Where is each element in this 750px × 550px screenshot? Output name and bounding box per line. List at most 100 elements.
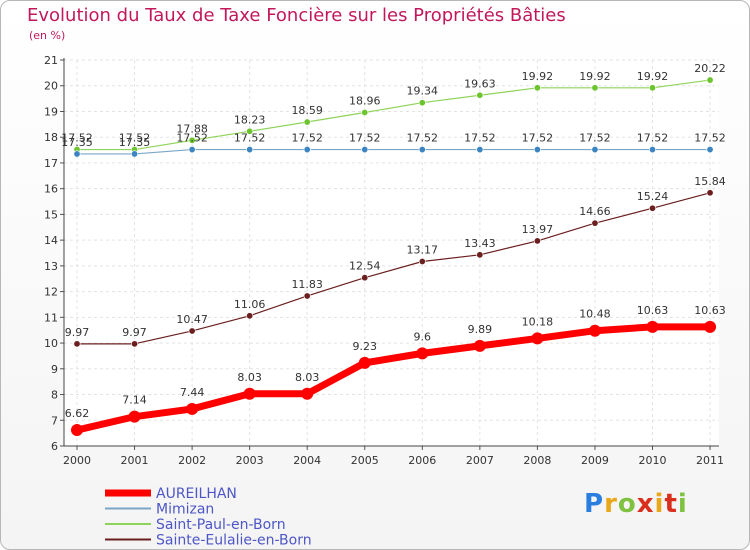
y-tick-label: 13	[44, 260, 58, 273]
data-point-aureilhan	[704, 320, 717, 333]
data-point-saint-paul-en-born	[246, 127, 254, 135]
x-tick-label: 2003	[236, 454, 264, 467]
data-label-sainte-eulalie-en-born: 15.24	[637, 190, 669, 203]
y-tick-label: 17	[44, 157, 58, 170]
x-tick-label: 2007	[466, 454, 494, 467]
y-tick-label: 12	[44, 286, 58, 299]
data-label-aureilhan: 9.89	[468, 323, 493, 336]
data-point-aureilhan	[473, 339, 486, 352]
data-point-aureilhan	[358, 356, 371, 369]
x-tick-label: 2011	[696, 454, 724, 467]
data-point-aureilhan	[588, 324, 601, 337]
data-label-sainte-eulalie-en-born: 10.47	[176, 313, 208, 326]
series-line-sainte-eulalie-en-born	[76, 192, 711, 345]
data-label-mimizan: 17.52	[694, 132, 726, 145]
logo-letter: r	[604, 489, 618, 519]
data-label-mimizan: 17.52	[522, 132, 554, 145]
x-tick-label: 2000	[63, 454, 91, 467]
data-point-sainte-eulalie-en-born	[476, 251, 484, 259]
y-tick-label: 9	[51, 363, 58, 376]
data-label-aureilhan: 7.44	[180, 386, 205, 399]
data-label-sainte-eulalie-en-born: 14.66	[579, 205, 611, 218]
data-point-sainte-eulalie-en-born	[591, 219, 599, 227]
data-label-sainte-eulalie-en-born: 13.43	[464, 237, 496, 250]
data-point-sainte-eulalie-en-born	[188, 327, 196, 335]
y-tick-label: 15	[44, 208, 58, 221]
x-tick-label: 2006	[408, 454, 436, 467]
data-point-sainte-eulalie-en-born	[73, 340, 81, 348]
data-label-mimizan: 17.52	[234, 132, 266, 145]
series-line-saint-paul-en-born	[76, 79, 711, 151]
data-label-saint-paul-en-born: 17.52	[119, 132, 151, 145]
data-label-sainte-eulalie-en-born: 15.84	[694, 175, 726, 188]
y-tick-label: 10	[44, 337, 58, 350]
data-point-saint-paul-en-born	[591, 84, 599, 92]
y-tick-label: 21	[44, 54, 58, 67]
y-tick-label: 20	[44, 80, 58, 93]
y-tick-label: 6	[51, 440, 58, 453]
data-point-sainte-eulalie-en-born	[303, 292, 311, 300]
data-label-aureilhan: 7.14	[122, 394, 147, 407]
data-label-saint-paul-en-born: 17.88	[176, 122, 208, 135]
data-label-saint-paul-en-born: 18.23	[234, 113, 266, 126]
data-label-aureilhan: 10.63	[694, 304, 726, 317]
x-tick-label: 2010	[639, 454, 667, 467]
data-point-mimizan	[591, 146, 599, 154]
data-label-sainte-eulalie-en-born: 9.97	[65, 326, 90, 339]
data-point-aureilhan	[301, 387, 314, 400]
data-point-sainte-eulalie-en-born	[246, 312, 254, 320]
data-point-saint-paul-en-born	[361, 108, 369, 116]
data-point-mimizan	[648, 146, 656, 154]
data-point-saint-paul-en-born	[418, 99, 426, 107]
logo-letter: P	[584, 489, 605, 519]
data-point-mimizan	[361, 146, 369, 154]
data-point-sainte-eulalie-en-born	[418, 257, 426, 265]
x-tick-label: 2004	[293, 454, 321, 467]
series-line-aureilhan	[73, 323, 714, 434]
data-label-mimizan: 17.52	[637, 132, 669, 145]
data-label-aureilhan: 10.18	[522, 315, 554, 328]
data-point-sainte-eulalie-en-born	[533, 237, 541, 245]
data-label-sainte-eulalie-en-born: 13.97	[522, 223, 554, 236]
data-label-saint-paul-en-born: 18.59	[291, 104, 323, 117]
data-label-mimizan: 17.52	[464, 132, 496, 145]
data-label-aureilhan: 8.03	[295, 371, 320, 384]
logo-letter: o	[617, 489, 637, 519]
x-tick-label: 2002	[178, 454, 206, 467]
logo-letter: i	[654, 489, 665, 519]
legend-label-aureilhan: AUREILHAN	[156, 486, 237, 502]
x-tick-label: 2005	[351, 454, 379, 467]
data-label-mimizan: 17.52	[349, 132, 381, 145]
data-label-sainte-eulalie-en-born: 9.97	[122, 326, 147, 339]
data-point-mimizan	[418, 146, 426, 154]
data-label-mimizan: 17.35	[61, 136, 93, 149]
data-point-mimizan	[131, 150, 139, 158]
legend-label-sainte-eulalie-en-born: Sainte-Eulalie-en-Born	[156, 533, 312, 549]
data-label-aureilhan: 6.62	[65, 407, 90, 420]
data-point-aureilhan	[646, 320, 659, 333]
proxiti-logo: Proxiti	[584, 489, 688, 519]
y-tick-label: 7	[51, 414, 58, 427]
data-label-mimizan: 17.52	[176, 132, 208, 145]
data-point-saint-paul-en-born	[648, 84, 656, 92]
data-point-aureilhan	[531, 332, 544, 345]
data-label-aureilhan: 10.48	[579, 308, 611, 321]
data-point-mimizan	[188, 146, 196, 154]
data-point-aureilhan	[243, 387, 256, 400]
data-point-mimizan	[533, 146, 541, 154]
data-label-mimizan: 17.52	[407, 132, 439, 145]
data-point-aureilhan	[71, 424, 83, 437]
plot-area	[64, 60, 719, 446]
y-tick-label: 18	[44, 131, 58, 144]
data-point-aureilhan	[128, 410, 141, 423]
y-tick-label: 11	[44, 311, 58, 324]
data-point-sainte-eulalie-en-born	[131, 340, 139, 348]
y-tick-label: 19	[44, 105, 58, 118]
data-label-saint-paul-en-born: 17.52	[61, 132, 93, 145]
x-tick-label: 2008	[523, 454, 551, 467]
data-label-sainte-eulalie-en-born: 11.83	[291, 278, 323, 291]
data-label-saint-paul-en-born: 19.34	[407, 85, 439, 98]
data-point-mimizan	[303, 146, 311, 154]
data-label-saint-paul-en-born: 19.92	[637, 70, 669, 83]
